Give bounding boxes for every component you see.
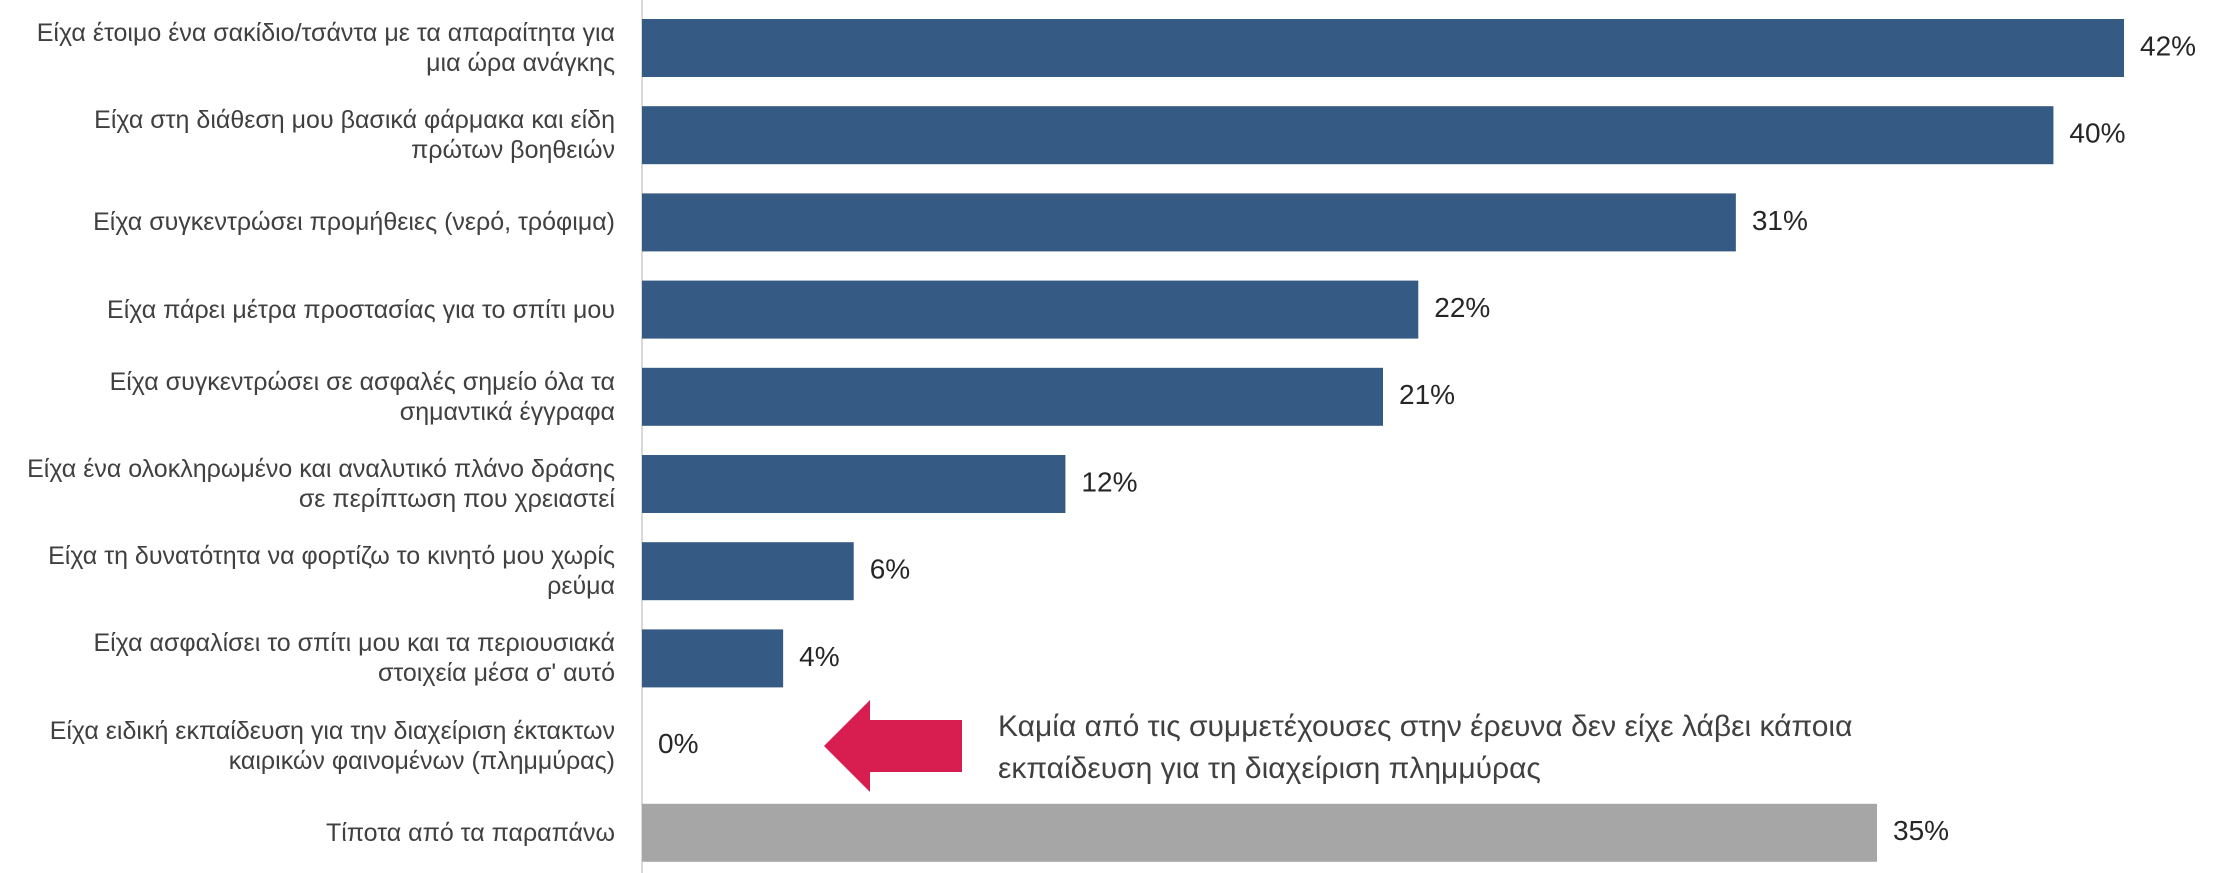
value-label: 22% [1434, 292, 1490, 323]
category-label: Είχα ειδική εκπαίδευση για την διαχείρισ… [49, 716, 615, 775]
bar [642, 106, 2054, 165]
value-label: 40% [2069, 118, 2125, 149]
bar [642, 803, 1877, 862]
bar [642, 367, 1383, 426]
annotation-arrow [824, 700, 962, 792]
value-label: 12% [1081, 466, 1137, 497]
category-label: Τίποτα από τα παραπάνω [325, 818, 615, 847]
value-label: 31% [1752, 205, 1808, 236]
category-label: Είχα πάρει μέτρα προστασίας για το σπίτι… [107, 295, 615, 324]
category-label: Είχα έτοιμο ένα σακίδιο/τσάντα με τα απα… [36, 19, 615, 77]
value-label: 35% [1893, 815, 1949, 846]
category-label: Είχα συγκεντρώσει προμήθειες (νερό, τρόφ… [93, 208, 615, 237]
bar [642, 455, 1066, 513]
category-label: Είχα τη δυνατότητα να φορτίζω το κινητό … [48, 542, 615, 601]
value-label: 42% [2140, 30, 2196, 61]
value-label: 4% [799, 641, 839, 672]
bar [642, 280, 1419, 339]
bar [642, 193, 1736, 252]
bar [642, 542, 854, 601]
bar [642, 629, 784, 688]
value-label: 6% [870, 554, 910, 585]
category-label: Είχα ένα ολοκληρωμένο και αναλυτικό πλάν… [27, 455, 615, 513]
bar [642, 19, 2124, 77]
value-label: 0% [658, 728, 698, 759]
category-label: Είχα ασφαλίσει το σπίτι μου και τα περιο… [93, 629, 615, 688]
annotation: Καμία από τις συμμετέχουσες στην έρευνα … [998, 710, 1853, 785]
category-label: Είχα στη διάθεση μου βασικά φάρμακα και … [94, 106, 615, 165]
value-label: 21% [1399, 379, 1455, 410]
category-label: Είχα συγκεντρώσει σε ασφαλές σημείο όλα … [109, 367, 615, 426]
